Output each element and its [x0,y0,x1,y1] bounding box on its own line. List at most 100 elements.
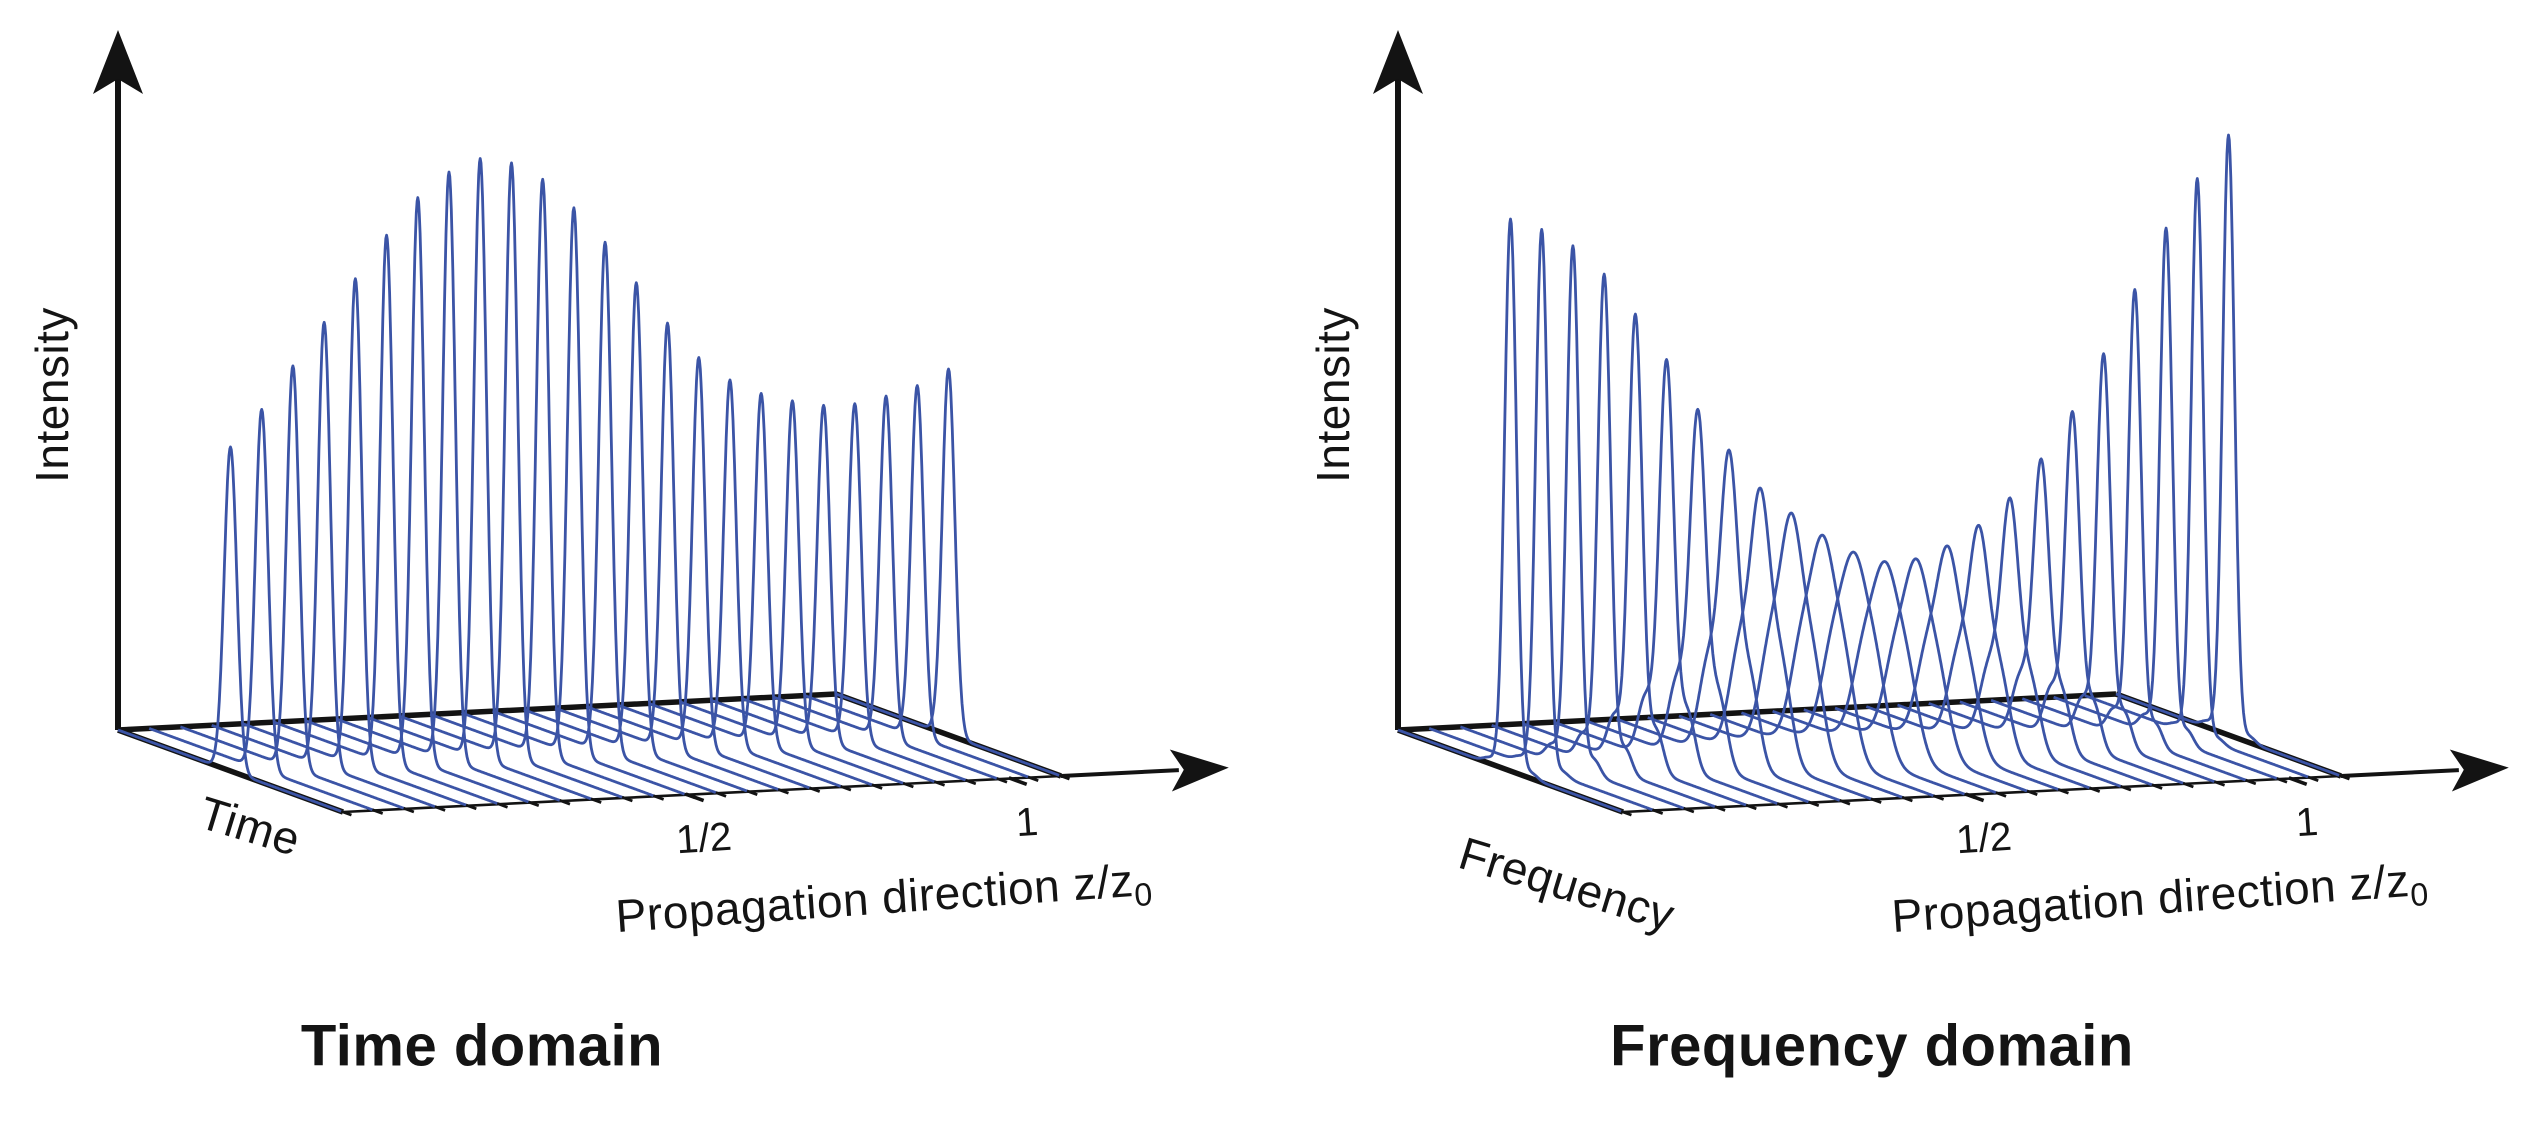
intensity-trace [1834,544,2061,792]
axis-line [1620,809,1632,817]
axis-line [685,792,705,803]
intensity-trace [1397,217,1624,814]
intensity-trace [2021,288,2248,782]
axis-line [2338,773,2350,781]
axis-line [1965,792,1985,803]
intensity-trace [1740,550,1967,797]
axis-line [964,778,977,786]
right-plot [1373,30,2509,817]
axis-line [527,800,540,808]
axis-line [996,777,1008,784]
axis-line [2288,776,2308,787]
intensity-trace [710,403,937,784]
axis-line [496,802,509,809]
intensity-trace [148,408,375,812]
axis-line [342,774,1062,814]
axis-line [933,780,946,787]
axis-line [1683,806,1695,814]
axis-line [1651,808,1664,815]
axis-line [2026,789,2038,797]
axis-line [1622,774,2342,814]
axis-line [2244,778,2257,786]
axis-line [1995,791,2007,798]
axis-line [621,795,633,803]
axis-tick-marks [1620,773,2350,817]
axis-line [1807,800,1820,808]
axis-line [746,789,758,797]
axis-line [2088,786,2101,793]
intensity-trace [367,157,594,801]
axis-line [1839,799,1851,806]
intensity-trace [460,206,687,797]
intensity-trace [741,402,968,782]
propagation-axis-label-left-subscript: 0 [1133,875,1155,914]
axis-line [590,797,602,804]
intensity-trace [1865,523,2092,790]
axis-line [840,784,852,792]
plot-title-left: Time domain [300,1013,664,1079]
axis-line [777,788,789,795]
intensity-trace [835,367,1062,778]
axis-line [652,794,665,801]
axis-line [1058,773,1070,781]
axis-line [1060,768,1179,778]
intensity-trace [335,170,563,803]
intensity-trace [2115,133,2342,778]
intensity-trace [772,394,1000,781]
left-plot [93,30,1229,817]
arrowhead-icon [1169,749,1229,792]
intensity-trace [2084,177,2311,779]
intensity-trace [398,161,625,800]
axis-line [1870,797,1882,804]
arrowhead-icon [1373,30,1423,94]
axis-line [871,783,883,790]
axis-line [2276,777,2288,784]
axis-line [2182,781,2194,789]
axis-line [340,809,352,817]
axis-line [2151,783,2163,790]
propagation-axis-label-right-subscript: 0 [2409,875,2431,914]
axis-line [902,781,914,789]
intensity-trace [1647,486,1874,801]
waterfall-traces [1397,133,2342,814]
intensity-trace [242,277,469,808]
intensity-trace [1491,272,1718,809]
axis-line [1932,794,1945,801]
intensity-trace [804,384,1031,779]
intensity-trace [1990,352,2217,784]
intensity-trace [648,392,875,787]
axis-line [1745,803,1757,811]
intensity-axis-label-left: Intensity [26,307,78,483]
x-tick-label: 1 [2294,799,2320,845]
intensity-trace [1522,312,1749,808]
intensity-trace [1584,407,1811,804]
arrowhead-icon [2449,749,2509,792]
axis-line [715,791,727,798]
axis-line [117,691,837,733]
intensity-trace [2052,226,2280,781]
intensity-trace [492,240,719,795]
intensity-trace [585,356,812,790]
axis-tick-marks [340,773,1070,817]
intensity-trace [1928,457,2155,787]
intensity-trace [179,364,407,811]
axis-line [1008,776,1028,787]
intensity-trace [273,233,500,806]
axis-line [2057,788,2069,795]
intensity-trace [1803,557,2030,793]
axis-line [2120,784,2132,792]
plot-title-right: Frequency domain [1610,1013,2134,1079]
intensity-trace [117,445,344,814]
intensity-trace [1615,448,1843,803]
axis-line [559,799,571,806]
axis-line [2340,768,2459,778]
intensity-trace [1553,358,1780,806]
axis-line [434,805,446,812]
intensity-trace [523,281,750,793]
intensity-trace [679,399,906,786]
intensity-trace [304,196,531,804]
axis-line [465,803,477,811]
axis-line [808,786,821,793]
intensity-trace [1459,244,1687,811]
